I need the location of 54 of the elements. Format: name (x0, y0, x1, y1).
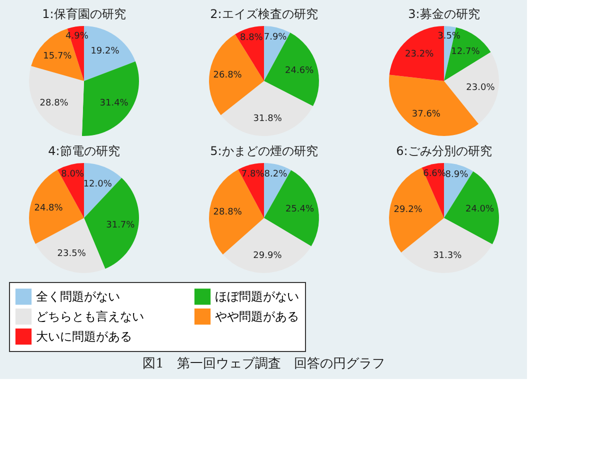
data-label: 23.0% (466, 83, 496, 94)
data-label: 8.0% (61, 169, 84, 180)
data-label: 23.2% (405, 49, 434, 60)
pie-slice (29, 66, 84, 136)
chart-title: 5:かまどの煙の研究 (210, 144, 318, 158)
data-label: 7.9% (264, 32, 288, 42)
data-label: 12.0% (83, 180, 112, 190)
data-label: 7.8% (241, 169, 265, 180)
caption: 図1 第一回ウェブ調査 回答の円グラフ (142, 356, 385, 372)
legend-label: 全く問題がない (36, 290, 120, 304)
data-label: 29.2% (394, 205, 423, 216)
pie-slice (220, 81, 313, 136)
data-label: 31.3% (433, 250, 462, 261)
chart-title: 6:ごみ分別の研究 (396, 144, 492, 158)
pie-slice (222, 218, 312, 273)
data-label: 8.2% (264, 170, 288, 180)
data-label: 37.6% (412, 109, 441, 120)
data-label: 28.8% (40, 98, 69, 109)
pie-slice (444, 171, 499, 244)
data-label: 3.5% (438, 31, 461, 42)
data-label: 19.2% (90, 46, 120, 57)
chart-title: 3:募金の研究 (408, 7, 480, 21)
legend-label: どちらとも言えない (36, 310, 144, 324)
pie-slice (82, 61, 139, 136)
legend-label: ほぼ問題がない (215, 290, 299, 304)
legend-label: やや問題がある (215, 310, 299, 324)
pie-slice (264, 170, 319, 246)
data-label: 24.6% (285, 66, 314, 76)
data-label: 8.8% (240, 32, 264, 43)
pie-slice (84, 163, 122, 218)
data-label: 8.9% (445, 170, 469, 180)
pie-slice (35, 218, 106, 273)
pie-slice (29, 170, 84, 244)
data-label: 12.7% (451, 46, 480, 57)
data-label: 15.7% (43, 51, 72, 62)
data-label: 31.8% (253, 114, 282, 124)
chart-title: 2:エイズ検査の研究 (210, 7, 318, 21)
data-label: 23.5% (57, 248, 86, 259)
pie-slice (84, 178, 139, 269)
data-label: 26.8% (213, 70, 242, 81)
pie-slice (401, 218, 492, 273)
data-label: 25.4% (285, 204, 315, 215)
data-label: 24.8% (34, 203, 64, 214)
chart-title: 1:保育園の研究 (42, 7, 126, 21)
pie-slice (209, 34, 264, 116)
data-label: 24.0% (465, 204, 495, 215)
legend-label: 大いに問題がある (36, 330, 132, 344)
chart-title: 4:節電の研究 (48, 144, 120, 158)
data-label: 28.8% (213, 207, 242, 218)
data-label: 31.7% (106, 220, 136, 231)
data-label: 31.4% (100, 98, 129, 109)
pie-slice (264, 32, 319, 106)
data-label: 29.9% (253, 250, 282, 261)
pie-slice (389, 168, 444, 253)
